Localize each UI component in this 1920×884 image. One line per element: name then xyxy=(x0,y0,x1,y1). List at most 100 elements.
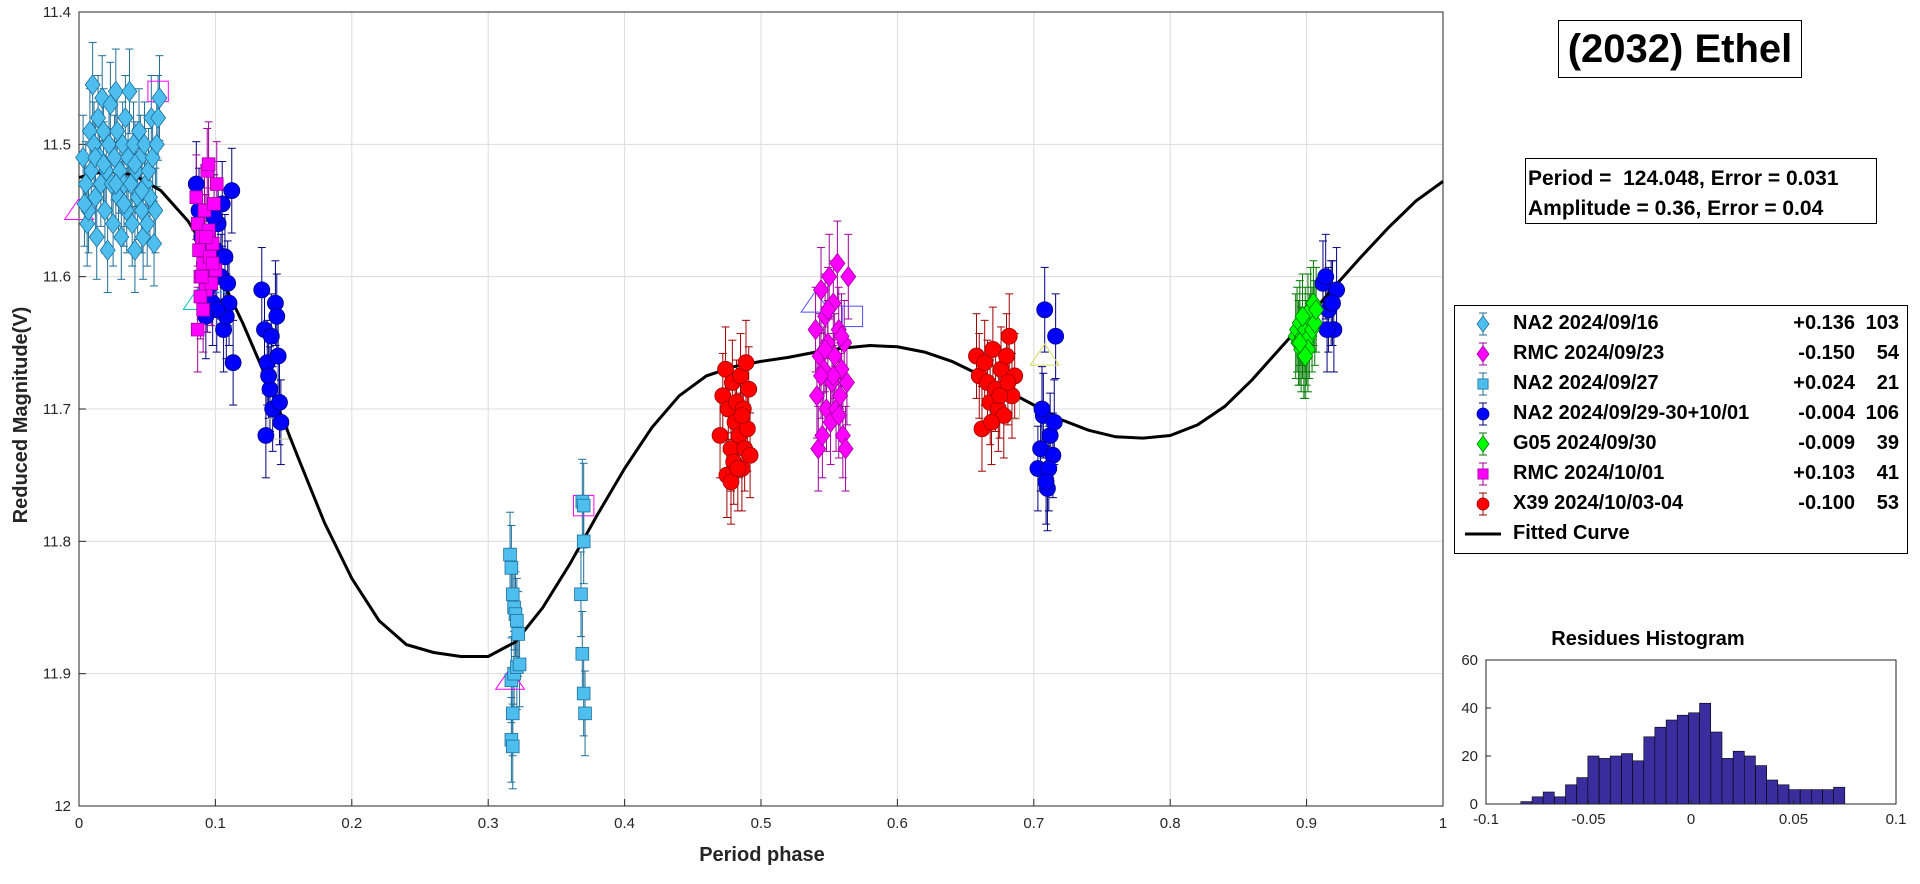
legend-label: NA2 2024/09/29-30+10/01 xyxy=(1513,402,1750,424)
data-point xyxy=(189,190,204,205)
histogram-bar xyxy=(1598,758,1611,805)
open-marker xyxy=(841,305,864,328)
data-point xyxy=(105,212,122,235)
legend-count: 21 xyxy=(1876,372,1899,394)
data-point xyxy=(511,627,525,641)
histogram-bar xyxy=(1766,779,1779,805)
histogram-bar xyxy=(1743,755,1756,805)
data-point xyxy=(575,647,590,661)
legend-count: 106 xyxy=(1865,402,1899,424)
open-marker xyxy=(800,290,831,313)
legend-symbol-line-icon xyxy=(1465,532,1501,536)
legend-marker xyxy=(1476,315,1490,333)
hist-y-tick-label: 20 xyxy=(1461,748,1478,765)
data-point xyxy=(133,179,150,202)
hist-y-tick-label: 0 xyxy=(1470,796,1478,813)
amplitude-line: Amplitude = 0.36, Error = 0.04 xyxy=(1528,197,1824,220)
data-point xyxy=(838,371,855,394)
data-point xyxy=(1294,305,1311,328)
data-points xyxy=(75,73,1346,754)
histogram-bar xyxy=(1565,784,1577,805)
legend-entry: NA2 2024/09/16 +0.136 103 xyxy=(1455,311,1907,337)
legend-entry: NA2 2024/09/29-30+10/01 -0.004 106 xyxy=(1455,401,1907,427)
data-point xyxy=(808,384,825,407)
legend-label: RMC 2024/10/01 xyxy=(1513,462,1665,484)
x-tick-label: 0.4 xyxy=(614,815,635,832)
legend-offset: -0.100 xyxy=(1798,492,1855,514)
fitted-curve-line xyxy=(78,169,1444,658)
data-point xyxy=(505,739,520,754)
x-tick-label: 0.7 xyxy=(1023,815,1044,832)
histogram-bar xyxy=(1676,714,1689,805)
x-tick-label: 0.5 xyxy=(751,815,772,832)
period-line: Period = 124.048, Error = 0.031 xyxy=(1528,167,1839,190)
hist-y-tick-label: 60 xyxy=(1461,652,1478,669)
histogram-bar xyxy=(1710,731,1723,805)
legend-entry: X39 2024/10/03-04 -0.100 53 xyxy=(1455,491,1907,517)
residues-histogram: -0.1 -0.05 0 0.05 0.1 0 20 40 60 xyxy=(1461,652,1906,828)
histogram-bar xyxy=(1576,777,1589,805)
x-tick-label: 0.1 xyxy=(205,815,226,832)
fitted-curve xyxy=(78,169,1444,658)
data-point xyxy=(269,347,287,365)
data-point xyxy=(711,427,729,444)
legend-count: 103 xyxy=(1865,312,1899,334)
histogram-frame xyxy=(1485,659,1897,805)
legend-count: 53 xyxy=(1876,492,1899,514)
data-point xyxy=(201,157,216,171)
histogram-bar xyxy=(1721,758,1734,805)
legend-label: NA2 2024/09/27 xyxy=(1513,372,1659,394)
x-tick-label: 0 xyxy=(75,815,83,832)
data-point xyxy=(821,265,838,288)
data-point xyxy=(113,226,130,248)
histogram-bar xyxy=(1799,789,1812,805)
data-point xyxy=(1306,312,1323,334)
data-point xyxy=(741,446,759,464)
x-tick-label: 0.3 xyxy=(478,815,499,832)
data-point xyxy=(262,327,280,345)
data-point xyxy=(984,341,1002,358)
legend-marker xyxy=(1476,435,1490,453)
data-point xyxy=(223,182,241,200)
data-point xyxy=(1308,298,1325,321)
data-point xyxy=(1324,294,1341,312)
data-point xyxy=(190,322,205,337)
x-axis-label: Period phase xyxy=(699,844,825,866)
x-tick-label: 1 xyxy=(1439,815,1447,832)
data-point xyxy=(813,279,830,301)
data-point xyxy=(505,706,520,721)
data-point xyxy=(207,197,221,211)
legend-symbol-circle-icon xyxy=(1476,492,1490,516)
data-point xyxy=(117,107,134,129)
data-point xyxy=(124,212,141,235)
data-point xyxy=(99,239,116,261)
chart-title: (2032) Ethel xyxy=(1558,20,1802,78)
y-tick-label: 11.8 xyxy=(43,533,71,550)
legend-offset: +0.136 xyxy=(1793,312,1855,334)
data-point xyxy=(510,613,524,628)
histogram-bar xyxy=(1699,702,1712,805)
data-point xyxy=(121,80,138,103)
legend: NA2 2024/09/16 +0.136 103 RMC 2024/09/23… xyxy=(1454,305,1908,554)
data-point xyxy=(722,473,740,491)
data-point xyxy=(717,360,734,378)
hist-x-tick-label: 0.1 xyxy=(1886,811,1907,828)
data-point xyxy=(817,338,834,361)
histogram-bar xyxy=(1554,796,1566,805)
legend-count: 39 xyxy=(1876,432,1899,454)
data-point xyxy=(829,252,846,275)
legend-symbol-square-icon xyxy=(1477,372,1489,396)
data-point xyxy=(147,199,164,222)
data-point xyxy=(1000,327,1018,345)
histogram-bar xyxy=(1833,786,1846,805)
data-point xyxy=(807,318,824,341)
histogram-bar xyxy=(1643,736,1656,805)
data-point xyxy=(209,177,224,191)
plot-grid xyxy=(78,11,1444,807)
legend-label: Fitted Curve xyxy=(1513,522,1630,544)
legend-label: G05 2024/09/30 xyxy=(1513,432,1657,454)
data-point xyxy=(976,354,994,372)
data-point xyxy=(576,498,591,513)
legend-marker xyxy=(1476,497,1490,511)
